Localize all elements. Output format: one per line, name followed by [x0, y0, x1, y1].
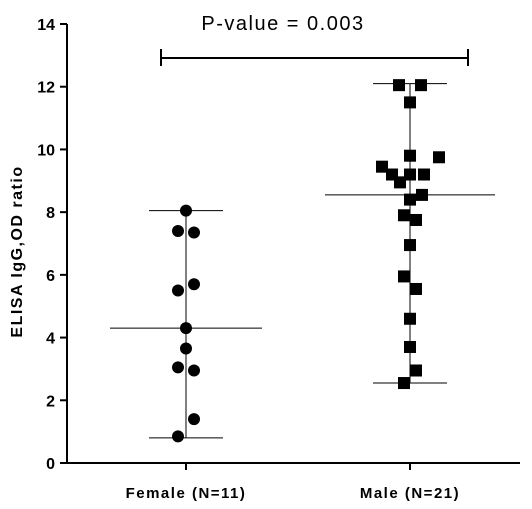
y-tick-label: 4: [46, 331, 55, 348]
data-point-square: [376, 160, 388, 173]
x-category-label-female: Female (N=11): [126, 485, 247, 502]
data-point-circle: [180, 204, 192, 217]
y-ticks: 0 2 4 6 8 10 12 14: [37, 17, 67, 473]
y-tick-label: 0: [46, 456, 55, 473]
data-point-square: [404, 149, 416, 162]
data-point-square: [404, 193, 416, 206]
data-point-square: [410, 213, 422, 226]
data-point-circle: [188, 364, 200, 377]
axes: [66, 24, 520, 470]
data-point-circle: [180, 342, 192, 355]
data-point-square: [433, 151, 445, 164]
data-point-circle: [180, 322, 192, 335]
data-point-circle: [172, 430, 184, 443]
data-point-square: [410, 364, 422, 377]
data-point-square: [415, 79, 427, 92]
data-point-square: [398, 209, 410, 222]
y-tick-label: 10: [37, 142, 55, 159]
y-tick-label: 12: [37, 80, 55, 97]
y-axis-title: ELISA IgG,OD ratio: [9, 165, 26, 337]
data-points: [172, 79, 445, 443]
data-point-circle: [188, 413, 200, 426]
data-point-square: [410, 282, 422, 295]
y-tick-label: 2: [46, 393, 55, 410]
data-point-square: [404, 239, 416, 252]
data-point-square: [393, 79, 405, 92]
y-tick-label: 14: [37, 17, 55, 34]
data-point-square: [404, 340, 416, 353]
data-point-square: [416, 188, 428, 201]
data-point-circle: [188, 278, 200, 291]
x-category-label-male: Male (N=21): [360, 485, 460, 502]
data-point-circle: [172, 284, 184, 297]
significance-bracket: [160, 49, 469, 66]
y-tick-label: 6: [46, 268, 55, 285]
data-point-circle: [172, 361, 184, 374]
data-point-square: [398, 377, 410, 390]
data-point-circle: [188, 226, 200, 239]
data-point-square: [404, 312, 416, 325]
data-point-square: [398, 270, 410, 283]
whiskers: [110, 83, 495, 439]
data-point-square: [418, 168, 430, 181]
data-point-square: [394, 176, 406, 189]
y-tick-label: 8: [46, 205, 55, 222]
p-value-annotation: P-value = 0.003: [201, 13, 364, 35]
data-point-square: [404, 168, 416, 181]
labels: ELISA IgG,OD ratio Female (N=11) Male (N…: [9, 13, 460, 502]
data-point-circle: [172, 224, 184, 237]
data-point-square: [404, 96, 416, 109]
